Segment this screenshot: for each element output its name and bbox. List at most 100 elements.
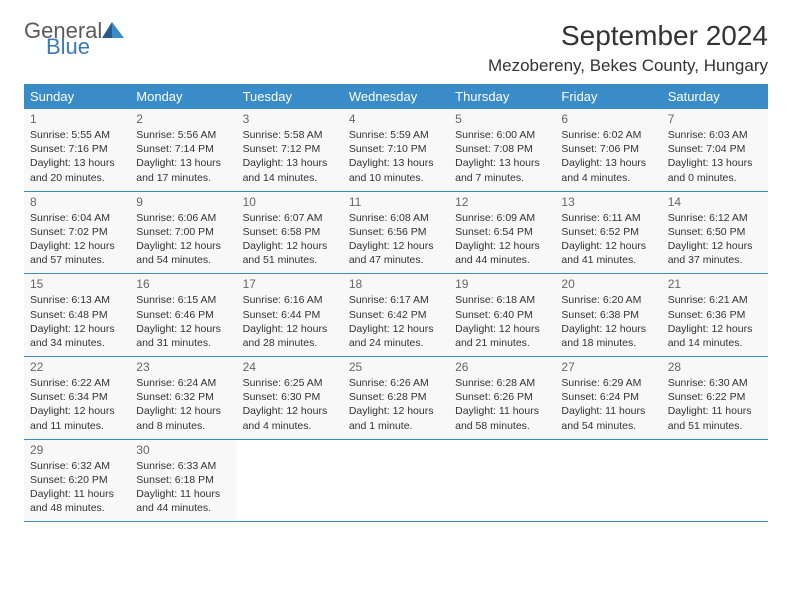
daylight-text-1: Daylight: 13 hours xyxy=(455,156,549,170)
calendar-table: Sunday Monday Tuesday Wednesday Thursday… xyxy=(24,84,768,522)
day-number: 24 xyxy=(243,360,337,374)
day-number: 6 xyxy=(561,112,655,126)
sunset-text: Sunset: 7:14 PM xyxy=(136,142,230,156)
day-info: Sunrise: 6:24 AMSunset: 6:32 PMDaylight:… xyxy=(136,376,230,433)
day-info: Sunrise: 6:15 AMSunset: 6:46 PMDaylight:… xyxy=(136,293,230,350)
calendar-cell: 10Sunrise: 6:07 AMSunset: 6:58 PMDayligh… xyxy=(237,191,343,274)
calendar-cell: 22Sunrise: 6:22 AMSunset: 6:34 PMDayligh… xyxy=(24,357,130,440)
daylight-text-1: Daylight: 12 hours xyxy=(455,322,549,336)
sunset-text: Sunset: 7:16 PM xyxy=(30,142,124,156)
calendar-cell: 5Sunrise: 6:00 AMSunset: 7:08 PMDaylight… xyxy=(449,109,555,191)
calendar-cell: 19Sunrise: 6:18 AMSunset: 6:40 PMDayligh… xyxy=(449,274,555,357)
day-info: Sunrise: 6:21 AMSunset: 6:36 PMDaylight:… xyxy=(668,293,762,350)
sunrise-text: Sunrise: 6:16 AM xyxy=(243,293,337,307)
daylight-text-1: Daylight: 12 hours xyxy=(30,239,124,253)
daylight-text-2: and 4 minutes. xyxy=(243,419,337,433)
sunrise-text: Sunrise: 6:17 AM xyxy=(349,293,443,307)
day-number: 7 xyxy=(668,112,762,126)
day-number: 4 xyxy=(349,112,443,126)
sunset-text: Sunset: 6:30 PM xyxy=(243,390,337,404)
daylight-text-2: and 10 minutes. xyxy=(349,171,443,185)
daylight-text-1: Daylight: 11 hours xyxy=(455,404,549,418)
calendar-cell: 29 Sunrise: 6:32 AMSunset: 6:20 PMDayligh… xyxy=(24,439,130,522)
day-info: Sunrise: 6:17 AMSunset: 6:42 PMDaylight:… xyxy=(349,293,443,350)
weekday-header: Friday xyxy=(555,84,661,109)
day-number: 3 xyxy=(243,112,337,126)
sunset-text: Sunset: 7:00 PM xyxy=(136,225,230,239)
daylight-text-1: Daylight: 12 hours xyxy=(243,322,337,336)
day-number: 16 xyxy=(136,277,230,291)
daylight-text-1: Daylight: 12 hours xyxy=(455,239,549,253)
calendar-cell: 12 Sunrise: 6:09 AMSunset: 6:54 PMDayligh… xyxy=(449,191,555,274)
calendar-cell: 2 Sunrise: 5:56 AMSunset: 7:14 PMDaylight… xyxy=(130,109,236,191)
calendar-header-row: Sunday Monday Tuesday Wednesday Thursday… xyxy=(24,84,768,109)
daylight-text-1: Daylight: 12 hours xyxy=(349,404,443,418)
daylight-text-1: Daylight: 12 hours xyxy=(668,322,762,336)
calendar-cell: 27 Sunrise: 6:29 AMSunset: 6:24 PMDayligh… xyxy=(555,357,661,440)
daylight-text-2: and 51 minutes. xyxy=(668,419,762,433)
day-info: Sunrise: 6:26 AMSunset: 6:28 PMDaylight:… xyxy=(349,376,443,433)
day-info: Sunrise: 6:06 AMSunset: 7:00 PMDaylight:… xyxy=(136,211,230,268)
calendar-cell xyxy=(662,439,768,522)
daylight-text-2: and 44 minutes. xyxy=(455,253,549,267)
day-info: Sunrise: 5:59 AMSunset: 7:10 PMDaylight:… xyxy=(349,128,443,185)
daylight-text-2: and 24 minutes. xyxy=(349,336,443,350)
weekday-header: Monday xyxy=(130,84,236,109)
daylight-text-2: and 31 minutes. xyxy=(136,336,230,350)
daylight-text-1: Daylight: 13 hours xyxy=(349,156,443,170)
daylight-text-1: Daylight: 11 hours xyxy=(668,404,762,418)
day-number: 10 xyxy=(243,195,337,209)
sunrise-text: Sunrise: 6:02 AM xyxy=(561,128,655,142)
day-number: 21 xyxy=(668,277,762,291)
calendar-cell: 20Sunrise: 6:20 AMSunset: 6:38 PMDayligh… xyxy=(555,274,661,357)
day-info: Sunrise: 5:56 AMSunset: 7:14 PMDaylight:… xyxy=(136,128,230,185)
calendar-cell xyxy=(449,439,555,522)
sunset-text: Sunset: 7:06 PM xyxy=(561,142,655,156)
day-number: 30 xyxy=(136,443,230,457)
weekday-header: Sunday xyxy=(24,84,130,109)
calendar-cell: 23Sunrise: 6:24 AMSunset: 6:32 PMDayligh… xyxy=(130,357,236,440)
day-number: 17 xyxy=(243,277,337,291)
day-info: Sunrise: 5:55 AMSunset: 7:16 PMDaylight:… xyxy=(30,128,124,185)
daylight-text-1: Daylight: 12 hours xyxy=(561,239,655,253)
weekday-header: Saturday xyxy=(662,84,768,109)
sunrise-text: Sunrise: 6:22 AM xyxy=(30,376,124,390)
daylight-text-1: Daylight: 12 hours xyxy=(349,322,443,336)
day-number: 11 xyxy=(349,195,443,209)
day-info: Sunrise: 6:32 AMSunset: 6:20 PMDaylight:… xyxy=(30,459,124,516)
sunrise-text: Sunrise: 6:03 AM xyxy=(668,128,762,142)
day-info: Sunrise: 6:29 AMSunset: 6:24 PMDaylight:… xyxy=(561,376,655,433)
day-number: 2 xyxy=(136,112,230,126)
day-info: Sunrise: 6:12 AMSunset: 6:50 PMDaylight:… xyxy=(668,211,762,268)
sunset-text: Sunset: 6:32 PM xyxy=(136,390,230,404)
day-info: Sunrise: 6:30 AMSunset: 6:22 PMDaylight:… xyxy=(668,376,762,433)
day-info: Sunrise: 6:08 AMSunset: 6:56 PMDaylight:… xyxy=(349,211,443,268)
sunrise-text: Sunrise: 6:30 AM xyxy=(668,376,762,390)
day-info: Sunrise: 6:20 AMSunset: 6:38 PMDaylight:… xyxy=(561,293,655,350)
day-number: 18 xyxy=(349,277,443,291)
day-number: 12 xyxy=(455,195,549,209)
sunset-text: Sunset: 6:18 PM xyxy=(136,473,230,487)
calendar-cell: 3Sunrise: 5:58 AMSunset: 7:12 PMDaylight… xyxy=(237,109,343,191)
sunrise-text: Sunrise: 6:18 AM xyxy=(455,293,549,307)
header: General Blue September 2024 Mezobereny, … xyxy=(24,20,768,76)
day-info: Sunrise: 6:33 AMSunset: 6:18 PMDaylight:… xyxy=(136,459,230,516)
calendar-cell: 26Sunrise: 6:28 AMSunset: 6:26 PMDayligh… xyxy=(449,357,555,440)
sunrise-text: Sunrise: 6:24 AM xyxy=(136,376,230,390)
calendar-cell xyxy=(343,439,449,522)
calendar-cell: 4 Sunrise: 5:59 AMSunset: 7:10 PMDaylight… xyxy=(343,109,449,191)
daylight-text-2: and 54 minutes. xyxy=(561,419,655,433)
daylight-text-1: Daylight: 13 hours xyxy=(30,156,124,170)
day-number: 13 xyxy=(561,195,655,209)
sunset-text: Sunset: 6:54 PM xyxy=(455,225,549,239)
calendar-cell: 16 Sunrise: 6:15 AMSunset: 6:46 PMDayligh… xyxy=(130,274,236,357)
daylight-text-2: and 1 minute. xyxy=(349,419,443,433)
day-number: 27 xyxy=(561,360,655,374)
sunrise-text: Sunrise: 6:09 AM xyxy=(455,211,549,225)
sunrise-text: Sunrise: 6:21 AM xyxy=(668,293,762,307)
sunset-text: Sunset: 7:08 PM xyxy=(455,142,549,156)
title-section: September 2024 Mezobereny, Bekes County,… xyxy=(488,20,768,76)
sunrise-text: Sunrise: 6:32 AM xyxy=(30,459,124,473)
day-number: 29 xyxy=(30,443,124,457)
day-info: Sunrise: 6:00 AMSunset: 7:08 PMDaylight:… xyxy=(455,128,549,185)
